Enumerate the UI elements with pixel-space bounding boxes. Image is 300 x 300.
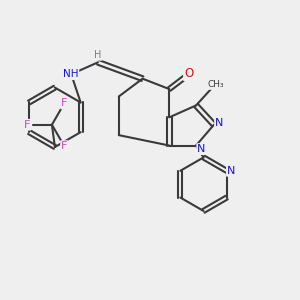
Text: O: O [184,67,193,80]
Text: N: N [227,166,235,176]
Text: H: H [94,50,102,60]
Text: F: F [61,141,68,151]
Text: F: F [61,98,68,108]
Text: CH₃: CH₃ [207,80,224,89]
Text: N: N [215,118,224,128]
Text: F: F [24,120,30,130]
Text: NH: NH [63,69,78,79]
Text: N: N [197,144,206,154]
